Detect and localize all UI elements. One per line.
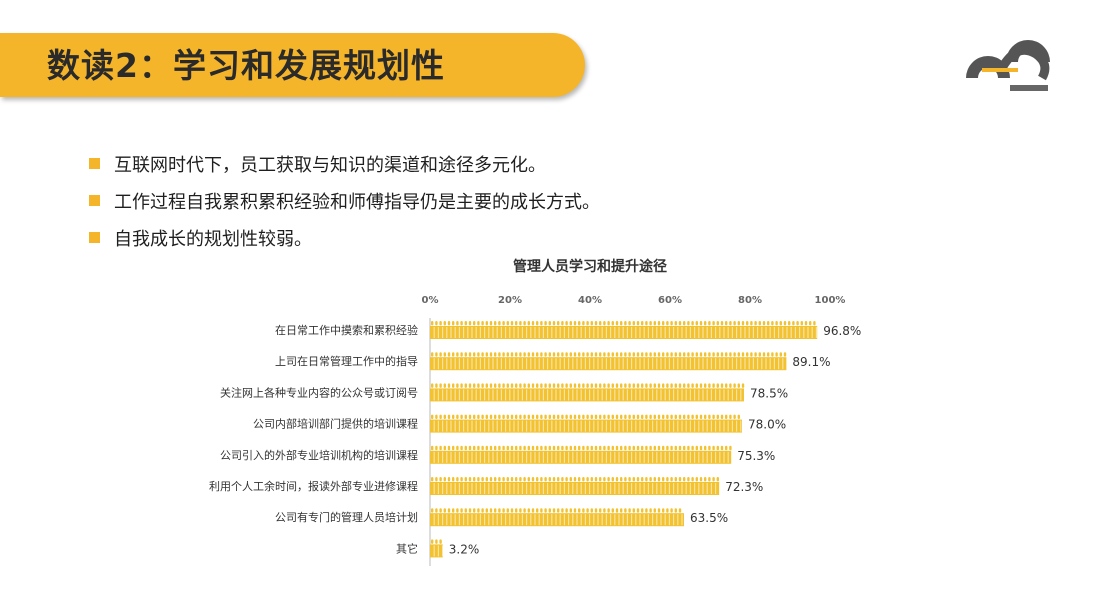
bullet-item: 工作过程自我累积累积经验和师傅指导仍是主要的成长方式。 <box>89 182 789 219</box>
page-title: 数读2：学习和发展规划性 <box>47 46 445 85</box>
title-banner <box>0 33 585 97</box>
category-label: 公司引入的外部专业培训机构的培训课程 <box>220 448 418 462</box>
bar-pattern <box>431 383 746 401</box>
data-label: 75.3% <box>737 449 775 463</box>
x-tick-label: 80% <box>738 295 762 306</box>
x-tick-label: 100% <box>815 295 846 306</box>
data-label: 63.5% <box>690 511 728 525</box>
category-label: 在日常工作中摸索和累积经验 <box>275 323 418 337</box>
bar-pattern <box>431 352 788 370</box>
category-label: 利用个人工余时间，报读外部专业进修课程 <box>209 479 418 493</box>
bar <box>430 357 787 371</box>
x-tick-label: 0% <box>422 295 439 306</box>
data-label: 96.8% <box>823 324 861 338</box>
bar-pattern <box>431 477 721 494</box>
bullet-text: 自我成长的规划性较弱。 <box>114 228 312 250</box>
category-label: 公司内部培训部门提供的培训课程 <box>253 417 418 431</box>
bullet-text: 互联网时代下，员工获取与知识的渠道和途径多元化。 <box>114 154 546 176</box>
data-label: 78.5% <box>750 386 788 400</box>
category-label: 上司在日常管理工作中的指导 <box>275 354 418 368</box>
data-label: 89.1% <box>792 355 830 369</box>
x-tick-label: 20% <box>498 295 522 306</box>
chart-title: 管理人员学习和提升途径 <box>513 259 667 275</box>
bar <box>430 482 720 495</box>
x-tick-label: 60% <box>658 295 682 306</box>
data-label: 3.2% <box>449 542 480 556</box>
data-label: 72.3% <box>725 480 763 494</box>
bar <box>430 388 744 402</box>
logo-icon <box>966 40 1050 91</box>
bullet-square-icon <box>89 195 100 206</box>
bullet-item: 互联网时代下，员工获取与知识的渠道和途径多元化。 <box>89 145 789 182</box>
bar-pattern <box>431 321 817 338</box>
x-tick-label: 40% <box>578 295 602 306</box>
category-label: 公司有专门的管理人员培计划 <box>275 510 418 524</box>
category-label: 关注网上各种专业内容的公众号或订阅号 <box>220 385 418 399</box>
data-label: 78.0% <box>748 418 786 432</box>
category-label: 其它 <box>396 541 418 555</box>
bar-pattern <box>431 539 444 557</box>
bar-pattern <box>431 414 742 432</box>
bar-pattern <box>431 508 683 526</box>
bullet-item: 自我成长的规划性较弱。 <box>89 219 789 256</box>
bullet-square-icon <box>89 158 100 169</box>
bar <box>430 544 443 558</box>
bar-pattern <box>431 445 733 463</box>
bullet-text: 工作过程自我累积累积经验和师傅指导仍是主要的成长方式。 <box>114 191 600 213</box>
bullet-square-icon <box>89 232 100 243</box>
bullet-list: 互联网时代下，员工获取与知识的渠道和途径多元化。 工作过程自我累积累积经验和师傅… <box>89 145 789 256</box>
